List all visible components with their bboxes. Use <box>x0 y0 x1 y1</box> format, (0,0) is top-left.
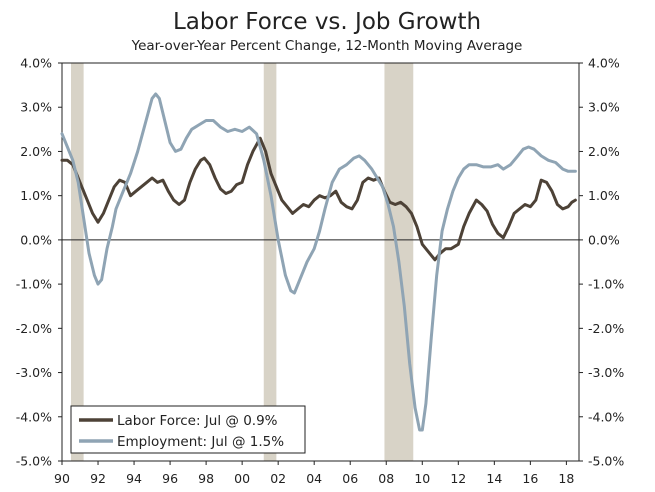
x-tick-label: 00 <box>234 471 250 486</box>
x-tick-label: 92 <box>90 471 106 486</box>
y-tick-label-left: 2.0% <box>20 144 52 159</box>
legend-box <box>70 405 306 454</box>
x-tick-label: 90 <box>54 471 70 486</box>
y-tick-label-left: 1.0% <box>20 188 52 203</box>
x-tick-label: 98 <box>198 471 214 486</box>
x-tick-label: 10 <box>414 471 430 486</box>
y-tick-label-right: 1.0% <box>588 188 620 203</box>
y-tick-label-right: -4.0% <box>588 409 624 424</box>
y-tick-label-left: -2.0% <box>16 321 52 336</box>
x-tick-label: 14 <box>486 471 502 486</box>
x-tick-label: 02 <box>270 471 286 486</box>
legend-label-employment: Employment: Jul @ 1.5% <box>117 434 284 450</box>
chart-title: Labor Force vs. Job Growth <box>173 9 481 35</box>
recession-bands <box>71 63 414 461</box>
x-tick-label: 08 <box>378 471 394 486</box>
series-lines <box>60 92 577 432</box>
x-tick-label: 18 <box>558 471 574 486</box>
y-tick-label-right: -3.0% <box>588 365 624 380</box>
x-axis: 90 92 94 96 98 00 02 04 06 08 10 12 14 16 18 <box>54 461 574 486</box>
series-line-1 <box>60 92 577 432</box>
chart-subtitle: Year-over-Year Percent Change, 12-Month … <box>131 38 523 54</box>
y-tick-label-right: 4.0% <box>588 56 620 71</box>
legend-label-labor-force: Labor Force: Jul @ 0.9% <box>117 413 278 429</box>
y-tick-label-right: -2.0% <box>588 321 624 336</box>
recession-band-0 <box>71 63 84 461</box>
plot-area-frame <box>61 62 580 462</box>
x-tick-label: 16 <box>522 471 538 486</box>
x-tick-label: 06 <box>342 471 358 486</box>
x-tick-label: 04 <box>306 471 322 486</box>
y-tick-label-left: -3.0% <box>16 365 52 380</box>
y-tick-label-right: -5.0% <box>588 454 624 469</box>
y-axis-left: 4.0% 3.0% 2.0% 1.0% 0.0% -1.0% -2.0% -3.0% -4.0%… <box>16 56 62 469</box>
y-tick-label-left: -1.0% <box>16 277 52 292</box>
y-tick-label-right: -1.0% <box>588 277 624 292</box>
y-tick-label-left: -5.0% <box>16 454 52 469</box>
recession-band-1 <box>263 63 277 461</box>
legend: Labor Force: Jul @ 0.9% Employment: Jul … <box>70 405 306 454</box>
y-tick-label-right: 3.0% <box>588 100 620 115</box>
y-tick-label-right: 0.0% <box>588 232 620 247</box>
y-tick-label-left: 4.0% <box>20 56 52 71</box>
series-line-0 <box>60 136 577 262</box>
x-tick-label: 96 <box>162 471 178 486</box>
y-tick-label-left: 3.0% <box>20 100 52 115</box>
y-axis-right: 4.0% 3.0% 2.0% 1.0% 0.0% -1.0% -2.0% -3.0% -4.0%… <box>579 56 624 469</box>
x-tick-label: 12 <box>450 471 466 486</box>
x-tick-label: 94 <box>126 471 142 486</box>
y-tick-label-left: 0.0% <box>20 232 52 247</box>
y-tick-label-right: 2.0% <box>588 144 620 159</box>
y-tick-label-left: -4.0% <box>16 409 52 424</box>
